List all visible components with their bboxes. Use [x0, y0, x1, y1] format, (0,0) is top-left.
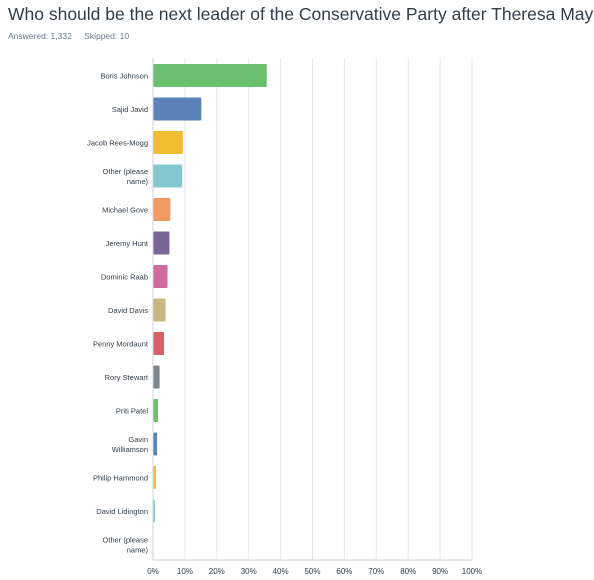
x-tick-label: 80% [400, 567, 416, 576]
bar [153, 64, 267, 87]
bar [153, 298, 166, 322]
category-label: Dominic Raab [101, 273, 148, 282]
bar [153, 432, 158, 456]
category-label: Rory Stewart [105, 373, 149, 382]
category-label: Jacob Rees-Mogg [87, 139, 148, 148]
bar [153, 466, 157, 489]
category-label: name) [127, 177, 149, 186]
x-tick-label: 10% [177, 567, 193, 576]
category-label: Other (please [103, 536, 148, 545]
category-label: Michael Gove [102, 206, 148, 215]
x-tick-label: 30% [241, 567, 257, 576]
x-tick-label: 60% [336, 567, 352, 576]
category-label: Other (please [103, 167, 148, 176]
bar [153, 332, 165, 355]
bar [153, 365, 160, 389]
category-label: Penny Mordaunt [93, 340, 149, 349]
category-label: Gavin [128, 435, 148, 444]
x-tick-label: 0% [147, 567, 159, 576]
x-tick-label: 40% [273, 567, 289, 576]
category-label: name) [127, 546, 149, 555]
category-label: David Lidington [96, 507, 148, 516]
category-label: Williamson [112, 445, 148, 454]
bar [153, 399, 158, 422]
category-label: Priti Patel [116, 407, 148, 416]
bar [153, 164, 183, 188]
x-tick-label: 100% [462, 567, 482, 576]
category-label: Jeremy Hunt [105, 239, 148, 248]
x-tick-label: 50% [304, 567, 320, 576]
category-label: David Davis [108, 306, 148, 315]
category-label: Sajid Javid [112, 105, 148, 114]
x-tick-label: 70% [368, 567, 384, 576]
bar [153, 198, 171, 221]
x-tick-label: 90% [432, 567, 448, 576]
category-label: Boris Johnson [100, 72, 148, 81]
bar [153, 265, 168, 288]
category-label: Philip Hammond [93, 474, 148, 483]
response-stats: Answered: 1,332 Skipped: 10 [8, 31, 139, 41]
answered-count: Answered: 1,332 [8, 31, 72, 41]
bar [153, 499, 155, 523]
bar [153, 231, 170, 255]
bar [153, 131, 183, 154]
question-title: Who should be the next leader of the Con… [8, 4, 594, 24]
bar [153, 97, 202, 121]
skipped-count: Skipped: 10 [84, 31, 130, 41]
x-tick-label: 20% [209, 567, 225, 576]
